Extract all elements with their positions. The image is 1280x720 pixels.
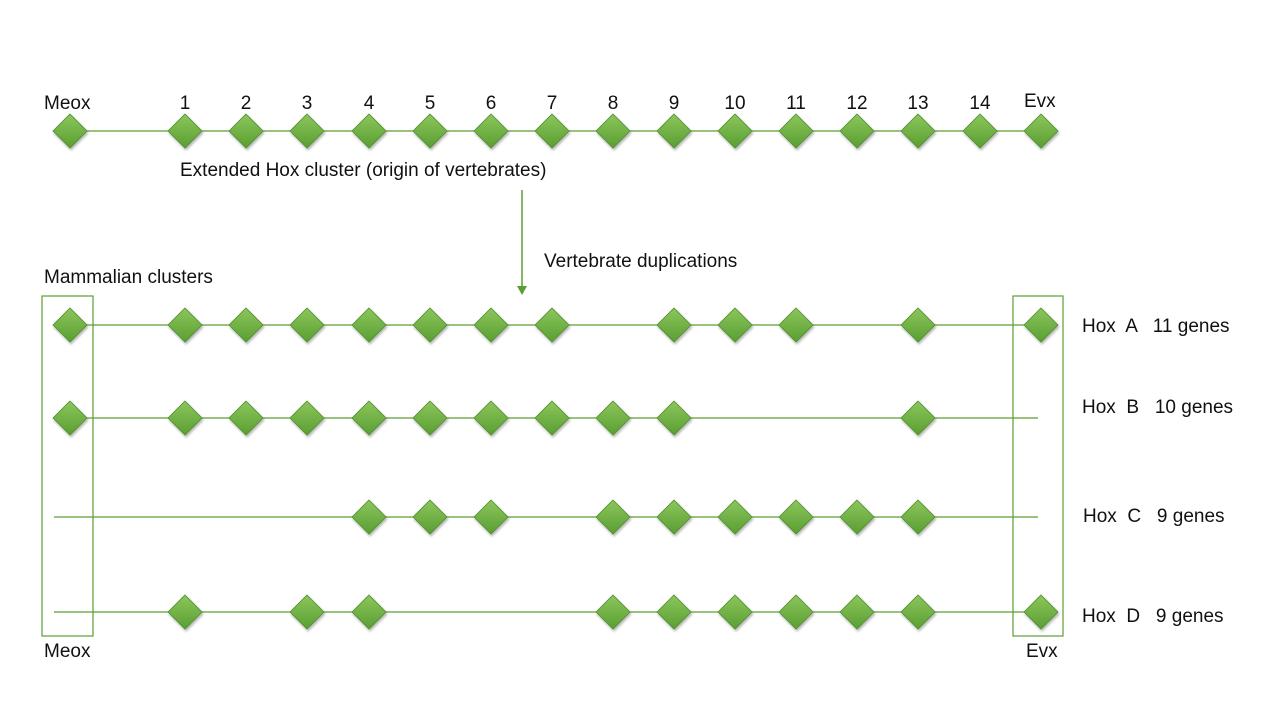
hox-a-gene-4: [351, 307, 387, 343]
hox-b-gene-3: [289, 400, 325, 436]
hox-b-gene-2: [228, 400, 264, 436]
bottom-meox-label: Meox: [44, 641, 91, 662]
hox-a-gene-5: [412, 307, 448, 343]
hox-b-gene-5: [412, 400, 448, 436]
hox-b-gene-9: [656, 400, 692, 436]
gene-number-label: 6: [485, 93, 497, 114]
hox-a-gene-2: [228, 307, 264, 343]
top-hox-gene-4: [351, 113, 387, 149]
gene-number-label: 9: [668, 93, 680, 114]
top-hox-gene-7: [534, 113, 570, 149]
evx-box: [1012, 295, 1064, 637]
top-meox-gene: [52, 113, 88, 149]
hox-b-gene-6: [473, 400, 509, 436]
row-label-hox-b: Hox B 10 genes: [1082, 397, 1234, 418]
gene-number-label: 13: [907, 93, 929, 114]
hox-d-gene-12: [839, 594, 875, 630]
hox-c-gene-12: [839, 499, 875, 535]
hox-a-gene-9: [656, 307, 692, 343]
gene-number-label: 3: [301, 93, 313, 114]
hox-a-gene-6: [473, 307, 509, 343]
top-hox-gene-10: [717, 113, 753, 149]
hox-d-gene-11: [778, 594, 814, 630]
hox-c-gene-5: [412, 499, 448, 535]
hox-d-gene-1: [167, 594, 203, 630]
hox-a-meox-gene: [52, 307, 88, 343]
top-evx-label: Evx: [1024, 91, 1056, 112]
hox-c-gene-11: [778, 499, 814, 535]
gene-number-label: 1: [179, 93, 191, 114]
hox-b-gene-13: [900, 400, 936, 436]
hox-d-gene-13: [900, 594, 936, 630]
arrow-head: [517, 286, 527, 295]
hox-c-gene-6: [473, 499, 509, 535]
hox-b-gene-4: [351, 400, 387, 436]
top-hox-gene-5: [412, 113, 448, 149]
gene-markers: [52, 113, 1059, 630]
top-caption: Extended Hox cluster (origin of vertebra…: [180, 160, 547, 181]
hox-d-gene-3: [289, 594, 325, 630]
gene-number-label: 2: [240, 93, 252, 114]
top-meox-label: Meox: [44, 93, 91, 114]
hox-b-gene-7: [534, 400, 570, 436]
top-hox-gene-13: [900, 113, 936, 149]
hox-d-gene-4: [351, 594, 387, 630]
hox-a-gene-1: [167, 307, 203, 343]
gene-number-label: 10: [724, 93, 746, 114]
top-hox-gene-2: [228, 113, 264, 149]
hox-b-meox-gene: [52, 400, 88, 436]
gene-number-label: 12: [846, 93, 868, 114]
row-label-hox-a: Hox A 11 genes: [1082, 316, 1230, 337]
hox-a-gene-10: [717, 307, 753, 343]
top-evx-gene: [1023, 113, 1059, 149]
gene-number-label: 5: [424, 93, 436, 114]
hox-a-gene-7: [534, 307, 570, 343]
gene-number-label: 11: [786, 93, 806, 114]
gene-number-label: 7: [546, 93, 558, 114]
top-hox-gene-8: [595, 113, 631, 149]
hox-a-gene-13: [900, 307, 936, 343]
row-label-hox-c: Hox C 9 genes: [1083, 506, 1225, 527]
top-hox-gene-9: [656, 113, 692, 149]
top-hox-gene-14: [962, 113, 998, 149]
hox-c-gene-8: [595, 499, 631, 535]
flank-boxes: [41, 295, 1064, 637]
hox-a-gene-3: [289, 307, 325, 343]
hox-b-gene-1: [167, 400, 203, 436]
row-label-hox-d: Hox D 9 genes: [1082, 606, 1224, 627]
arrow-label: Vertebrate duplications: [544, 251, 738, 272]
clusters-title: Mammalian clusters: [44, 267, 213, 288]
hox-b-gene-8: [595, 400, 631, 436]
gene-number-label: 4: [363, 93, 375, 114]
hox-a-evx-gene: [1023, 307, 1059, 343]
hox-d-evx-gene: [1023, 594, 1059, 630]
top-hox-gene-6: [473, 113, 509, 149]
hox-c-gene-4: [351, 499, 387, 535]
top-hox-gene-1: [167, 113, 203, 149]
hox-d-gene-8: [595, 594, 631, 630]
top-hox-gene-11: [778, 113, 814, 149]
hox-c-gene-10: [717, 499, 753, 535]
hox-d-gene-9: [656, 594, 692, 630]
bottom-evx-label: Evx: [1026, 641, 1058, 662]
gene-number-label: 14: [969, 93, 991, 114]
hox-c-gene-13: [900, 499, 936, 535]
cluster-lines: [54, 130, 1041, 613]
hox-a-gene-11: [778, 307, 814, 343]
top-hox-gene-12: [839, 113, 875, 149]
hox-d-gene-10: [717, 594, 753, 630]
gene-number-label: 8: [607, 93, 619, 114]
hox-c-gene-9: [656, 499, 692, 535]
duplication-arrow: [517, 190, 527, 295]
meox-box: [41, 295, 94, 637]
top-hox-gene-3: [289, 113, 325, 149]
